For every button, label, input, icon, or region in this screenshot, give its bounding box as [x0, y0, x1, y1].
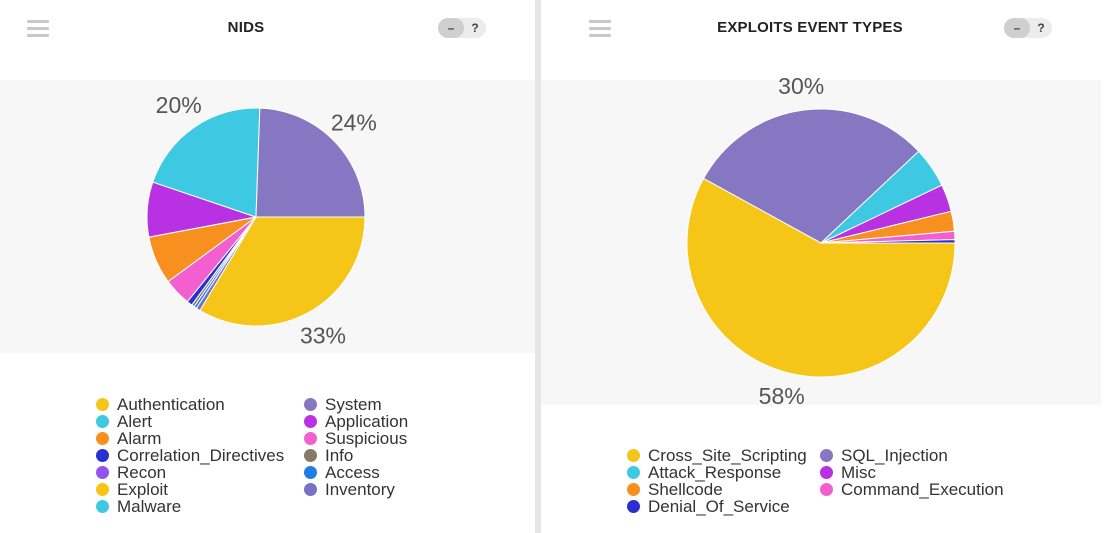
legend-label: Malware: [117, 497, 182, 516]
minimize-button[interactable]: –: [438, 18, 464, 38]
legend-label: Suspicious: [325, 429, 408, 448]
legend-marker-icon: [96, 449, 109, 462]
legend-label: Info: [325, 446, 354, 465]
legend-marker-icon: [96, 483, 109, 496]
legend-item-inventory[interactable]: Inventory: [304, 481, 395, 498]
hamburger-menu-icon[interactable]: [589, 20, 611, 38]
legend-label: Command_Execution: [841, 480, 1004, 499]
help-button[interactable]: ?: [1037, 21, 1045, 35]
panel-controls: – ?: [438, 18, 486, 38]
legend-label: Alarm: [117, 429, 162, 448]
legend-marker-icon: [96, 466, 109, 479]
legend-label: Inventory: [325, 480, 395, 499]
legend-label: Authentication: [117, 395, 225, 414]
exploits-pie-chart: 58% 30%: [686, 73, 956, 409]
legend-marker-icon: [304, 449, 317, 462]
legend-item-attack-response[interactable]: Attack_Response: [627, 464, 781, 481]
legend-label: Shellcode: [648, 480, 723, 499]
panel-title: NIDS: [227, 19, 265, 36]
legend-item-recon[interactable]: Recon: [96, 464, 166, 481]
legend-item-authentication[interactable]: Authentication: [96, 396, 225, 413]
hamburger-menu-icon[interactable]: [27, 20, 49, 38]
nids-pie-chart: 33% 20% 24%: [146, 92, 377, 348]
slice-label-system: 24%: [331, 110, 377, 136]
legend-label: Correlation_Directives: [117, 446, 285, 465]
pie-slice-sql-injection[interactable]: [702, 108, 920, 244]
legend-label: Application: [325, 412, 409, 431]
slice-label-alert: 20%: [156, 92, 202, 118]
legend-marker-icon: [96, 398, 109, 411]
panel-divider: [535, 0, 541, 533]
legend-marker-icon: [96, 500, 109, 513]
legend-marker-icon: [96, 415, 109, 428]
legend-label: SQL_Injection: [841, 446, 948, 465]
legend-item-command-execution[interactable]: Command_Execution: [820, 481, 1004, 498]
legend-label: Exploit: [117, 480, 169, 499]
legend-item-shellcode[interactable]: Shellcode: [627, 481, 723, 498]
slice-label-sql-injection: 30%: [778, 73, 824, 99]
legend-label: System: [325, 395, 382, 414]
nids-panel: NIDS – ? 33% 20% 24% Authentication Alert Al…: [0, 0, 535, 533]
legend-label: Access: [325, 463, 380, 482]
legend-marker-icon: [304, 466, 317, 479]
legend-item-access[interactable]: Access: [304, 464, 380, 481]
legend-item-correlation-directives[interactable]: Correlation_Directives: [96, 447, 284, 464]
legend-marker-icon: [304, 415, 317, 428]
legend-marker-icon: [627, 483, 640, 496]
legend-item-application[interactable]: Application: [304, 413, 408, 430]
slice-label-cross-site-scripting: 58%: [759, 383, 805, 409]
legend-label: Denial_Of_Service: [648, 497, 790, 516]
legend-label: Cross_Site_Scripting: [648, 446, 807, 465]
legend-marker-icon: [304, 432, 317, 445]
legend-item-misc[interactable]: Misc: [820, 464, 876, 481]
legend-marker-icon: [304, 483, 317, 496]
legend-marker-icon: [820, 483, 833, 496]
legend-marker-icon: [627, 500, 640, 513]
legend-marker-icon: [820, 466, 833, 479]
legend-item-alarm[interactable]: Alarm: [96, 430, 161, 447]
legend-item-cross-site-scripting[interactable]: Cross_Site_Scripting: [627, 447, 807, 464]
minimize-button[interactable]: –: [1004, 18, 1030, 38]
legend-label: Attack_Response: [648, 463, 782, 482]
pie-slice-denial-of-service[interactable]: [820, 239, 956, 244]
legend-item-info[interactable]: Info: [304, 447, 353, 464]
legend-item-sql-injection[interactable]: SQL_Injection: [820, 447, 948, 464]
legend-marker-icon: [304, 398, 317, 411]
slice-label-exploit: 33%: [300, 322, 346, 348]
pie-slice-alert[interactable]: [152, 107, 261, 218]
panel-controls: – ?: [1004, 18, 1052, 38]
legend-marker-icon: [627, 466, 640, 479]
legend-label: Alert: [117, 412, 152, 431]
legend-item-alert[interactable]: Alert: [96, 413, 152, 430]
legend-item-system[interactable]: System: [304, 396, 382, 413]
legend-item-exploit[interactable]: Exploit: [96, 481, 168, 498]
legend-label: Recon: [117, 463, 167, 482]
pie-slice-exploit[interactable]: [199, 216, 366, 327]
legend-item-suspicious[interactable]: Suspicious: [304, 430, 407, 447]
legend-marker-icon: [96, 432, 109, 445]
legend-label: Misc: [841, 463, 876, 482]
legend-item-denial-of-service[interactable]: Denial_Of_Service: [627, 498, 790, 515]
legend-marker-icon: [627, 449, 640, 462]
panel-title: EXPLOITS EVENT TYPES: [717, 19, 903, 36]
legend-item-malware[interactable]: Malware: [96, 498, 181, 515]
legend-marker-icon: [820, 449, 833, 462]
exploits-event-types-panel: EXPLOITS EVENT TYPES – ? 58% 30% Cross_Si…: [541, 0, 1109, 533]
help-button[interactable]: ?: [471, 21, 479, 35]
pie-slice-system[interactable]: [255, 107, 366, 218]
pie-slice-cross-site-scripting[interactable]: [686, 177, 956, 378]
